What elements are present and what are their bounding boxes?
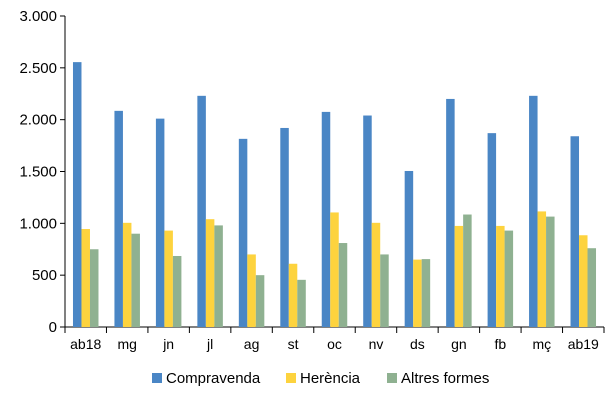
- bar-altres-formes-st: [297, 279, 306, 327]
- bar-compravenda-ds: [404, 170, 414, 327]
- bar-her-ncia-fb: [496, 225, 505, 327]
- x-tick-label: oc: [327, 336, 342, 352]
- bar-her-ncia-ab18: [81, 229, 90, 327]
- x-axis: ab18 mg jn jl ag st oc nv ds gn fb mç ab19: [64, 326, 605, 352]
- x-tick-label: fb: [495, 336, 507, 352]
- y-axis: 0 500 1.000 1.500 2.000 2.500 3.000: [19, 8, 66, 336]
- x-tick-label: ab19: [568, 336, 599, 352]
- bar-compravenda-mg: [114, 110, 123, 327]
- x-tick-label: nv: [369, 336, 384, 352]
- x-tick-label: jn: [162, 336, 174, 352]
- bar-compravenda-ab18: [72, 62, 82, 328]
- x-tick-label: jl: [206, 336, 213, 352]
- y-tick-label: 1.500: [19, 164, 57, 181]
- bars: [72, 62, 597, 328]
- bar-compravenda-nv: [363, 115, 372, 328]
- y-tick-label: 0: [49, 319, 57, 336]
- x-tick-label: gn: [451, 336, 467, 352]
- bar-altres-formes-ds: [421, 259, 431, 327]
- bar-her-ncia-ag: [247, 254, 256, 327]
- bar-her-ncia-oc: [330, 212, 339, 327]
- y-tick-label: 1.000: [19, 215, 57, 232]
- x-tick-label: st: [288, 336, 299, 352]
- bar-her-ncia-nv: [371, 222, 381, 327]
- bar-altres-formes-ab19: [587, 248, 597, 327]
- bar-compravenda-gn: [446, 98, 455, 327]
- x-tick-label: mg: [117, 336, 136, 352]
- bar-compravenda-ab19: [570, 136, 580, 327]
- legend-label: Herència: [300, 370, 361, 387]
- bar-compravenda-st: [280, 127, 289, 328]
- x-tick-label: ds: [410, 336, 425, 352]
- bar-altres-formes-oc: [338, 243, 348, 327]
- legend-swatch: [152, 373, 162, 383]
- y-tick-label: 3.000: [19, 8, 57, 25]
- bar-her-ncia-jl: [205, 219, 215, 327]
- bar-altres-formes-ag: [255, 275, 265, 327]
- legend-label: Compravenda: [166, 370, 261, 387]
- bar-altres-formes-gn: [463, 214, 472, 327]
- legend: Compravenda Herència Altres formes: [152, 370, 489, 387]
- bar-her-ncia-mg: [122, 222, 132, 327]
- bar-compravenda-jl: [197, 95, 206, 327]
- bar-altres-formes-fb: [504, 230, 514, 327]
- y-tick-label: 500: [32, 267, 57, 284]
- bar-altres-formes-nv: [380, 254, 389, 327]
- x-tick-label: ag: [244, 336, 260, 352]
- legend-swatch: [387, 373, 397, 383]
- y-tick-label: 2.000: [19, 112, 57, 129]
- bar-her-ncia-ds: [413, 259, 422, 327]
- bar-her-ncia-gn: [454, 225, 464, 327]
- bar-her-ncia-mç: [537, 211, 547, 327]
- bar-her-ncia-st: [288, 263, 298, 327]
- bar-compravenda-oc: [321, 111, 331, 328]
- bar-altres-formes-ab18: [89, 249, 99, 327]
- y-tick-label: 2.500: [19, 60, 57, 77]
- bar-altres-formes-jl: [214, 225, 223, 327]
- bar-her-ncia-ab19: [579, 235, 588, 327]
- bar-compravenda-ag: [238, 138, 248, 327]
- bar-compravenda-jn: [155, 118, 165, 327]
- legend-swatch: [286, 373, 296, 383]
- bar-altres-formes-jn: [172, 255, 182, 327]
- bar-compravenda-fb: [487, 133, 497, 327]
- x-tick-label: ab18: [70, 336, 101, 352]
- bar-altres-formes-mg: [131, 233, 140, 327]
- bar-her-ncia-jn: [164, 230, 173, 327]
- x-tick-label: mç: [532, 336, 551, 352]
- legend-label: Altres formes: [401, 370, 489, 387]
- bar-altres-formes-mç: [546, 216, 555, 327]
- bar-compravenda-mç: [529, 95, 538, 327]
